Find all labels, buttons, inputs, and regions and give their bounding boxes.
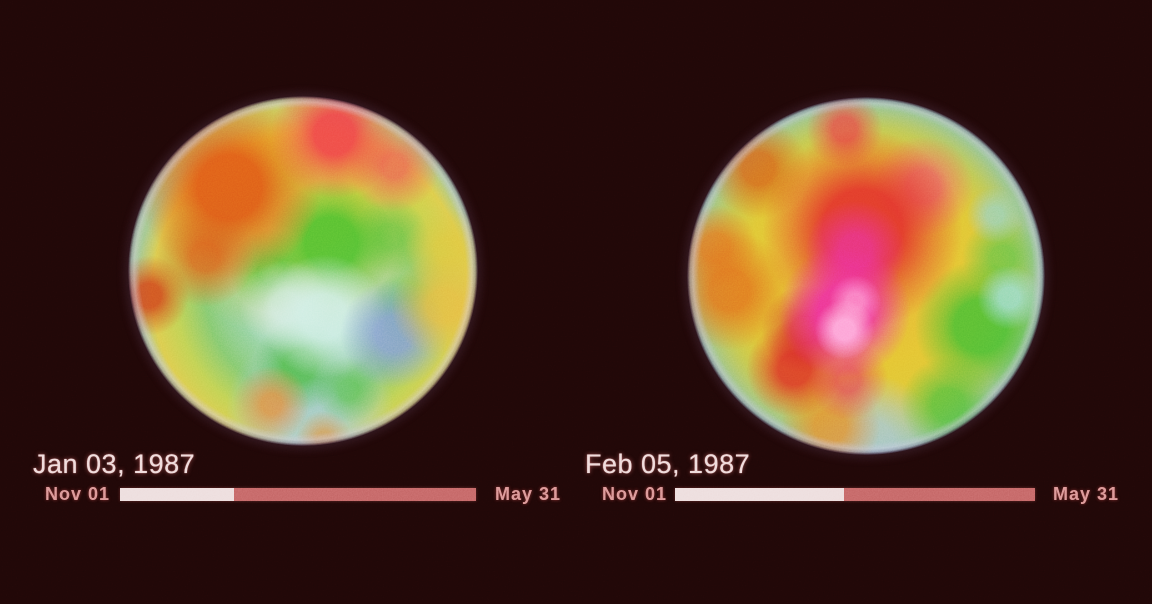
timeline-bar-fill-feb [675, 488, 845, 501]
timeline-start-label-feb: Nov 01 [602, 484, 668, 504]
ozone-globe-feb [687, 97, 1045, 455]
timeline-end-label-jan: May 31 [495, 484, 562, 504]
date-label-feb: Feb 05, 1987 [585, 449, 751, 479]
timeline-bar-fill-jan [120, 488, 234, 501]
timeline-bar-jan [120, 488, 476, 501]
date-label-jan: Jan 03, 1987 [33, 449, 196, 479]
timeline-end-label-feb: May 31 [1053, 484, 1120, 504]
timeline-start-label-jan: Nov 01 [45, 484, 111, 504]
timeline-bar-feb [675, 488, 1035, 501]
ozone-globe-jan [128, 96, 478, 446]
